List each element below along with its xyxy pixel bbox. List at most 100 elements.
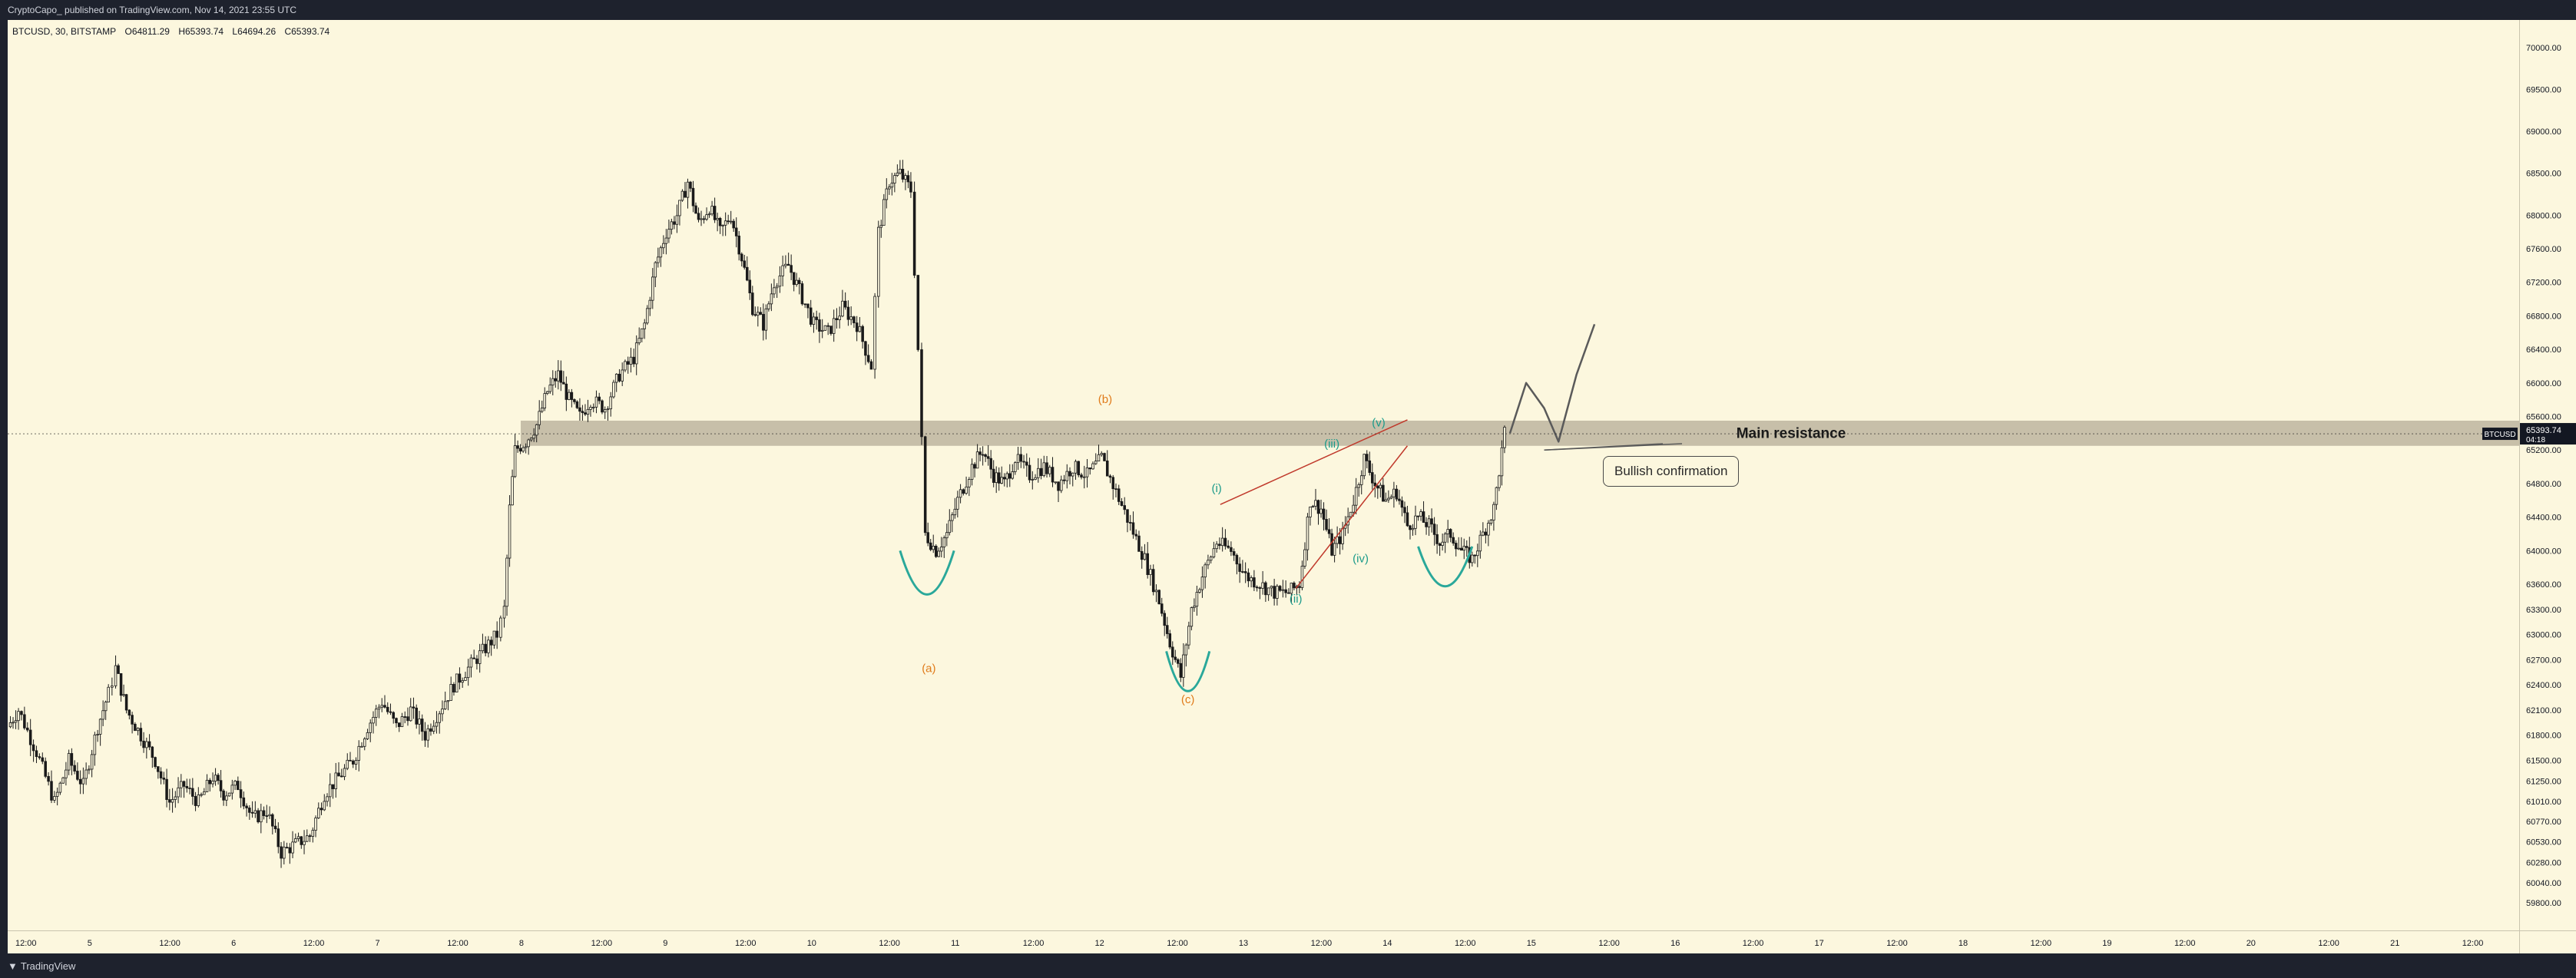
time-axis[interactable]: 12:00 5 12:00 6 12:00 7 12:00 8 12:00 9 12:00 10 12:… <box>8 930 2519 954</box>
candle-body <box>1482 531 1485 536</box>
candle-body <box>1011 471 1015 479</box>
price-tick-label: 68000.00 <box>2526 211 2561 220</box>
candle-body <box>651 276 654 301</box>
candle-body <box>759 312 763 315</box>
candle-body <box>670 221 674 230</box>
candle-body <box>770 293 773 305</box>
candle-body <box>145 741 148 748</box>
candle-body <box>1218 544 1221 547</box>
candle-body <box>584 412 587 415</box>
candle-body <box>997 472 1001 484</box>
price-axis[interactable]: 70000.00 69500.00 69000.00 68500.00 68000.00… <box>2519 20 2576 930</box>
candle-body <box>648 299 652 309</box>
candle-body <box>1341 527 1344 544</box>
candle-body <box>38 756 41 758</box>
candle-body <box>131 715 134 725</box>
candle-body <box>73 765 76 771</box>
candle-body <box>171 799 174 803</box>
candle-body <box>88 768 91 771</box>
candle-body <box>879 225 883 228</box>
candle-body <box>162 778 166 780</box>
candle-body <box>1352 504 1355 513</box>
candle-body <box>1000 477 1003 484</box>
candle-body <box>1266 587 1270 596</box>
candle-body <box>618 373 621 382</box>
candle-body <box>283 847 286 859</box>
candle-body <box>751 292 754 316</box>
candle-body <box>1255 586 1259 589</box>
candle-body <box>562 382 565 385</box>
price-tick-label: 61250.00 <box>2526 778 2561 787</box>
candle-body <box>684 190 687 198</box>
candle-body <box>838 316 841 320</box>
candle-body <box>1425 522 1428 527</box>
axis-corner[interactable] <box>2519 930 2576 954</box>
candle-body <box>1387 497 1390 501</box>
price-tick-label: 61010.00 <box>2526 798 2561 807</box>
candle-body <box>1489 520 1493 524</box>
price-chart[interactable]: Main resistance(a)(b)(c)(i)(ii)(iii)(iv)… <box>8 20 2519 930</box>
candle-body <box>1031 479 1035 481</box>
price-tick-label: 66400.00 <box>2526 345 2561 355</box>
candle-body <box>320 808 323 811</box>
candle-body <box>1184 644 1188 656</box>
chart-area[interactable]: Main resistance (a) (b) (c) (i) (ii) (iii) (iv)… <box>8 20 2519 930</box>
candle-body <box>1492 504 1495 520</box>
candle-body <box>360 745 363 748</box>
candle-body <box>1261 582 1264 589</box>
candle-body <box>885 188 889 200</box>
candle-body <box>1389 496 1393 499</box>
candle-body <box>697 213 700 220</box>
candle-body <box>334 772 338 789</box>
candle-body <box>1293 583 1296 589</box>
candle-body <box>1126 509 1129 523</box>
time-tick-label: 7 <box>376 939 380 948</box>
wave-label-i: (i) <box>1211 482 1221 495</box>
candle-body <box>262 810 266 816</box>
candle-body <box>1232 551 1236 556</box>
ohlc-legend: BTCUSD, 30, BITSTAMP O64811.29 H65393.74… <box>12 26 336 37</box>
candle-body <box>575 401 579 408</box>
candle-body <box>1177 659 1180 664</box>
candle-body <box>953 508 957 516</box>
candle-body <box>753 314 757 316</box>
candle-body <box>136 728 140 732</box>
candle-body <box>882 199 886 226</box>
tradingview-logo[interactable]: ▼ TradingView <box>8 960 75 972</box>
bullish-confirmation-callout[interactable]: Bullish confirmation <box>1603 456 1740 487</box>
candle-body <box>1014 462 1017 472</box>
candle-body <box>667 229 670 239</box>
candle-body <box>551 378 555 385</box>
candle-body <box>634 342 638 365</box>
candle-body <box>346 759 349 769</box>
candle-body <box>849 316 853 320</box>
candle-body <box>1068 471 1071 477</box>
candle-body <box>978 451 982 455</box>
candle-body <box>285 847 289 849</box>
candle-body <box>441 709 444 715</box>
candle-body <box>182 781 186 787</box>
candle-body <box>1457 547 1460 550</box>
cup-curve-right <box>1417 546 1474 588</box>
candle-body <box>965 486 968 494</box>
candle-body <box>1005 473 1009 480</box>
candle-body <box>899 168 902 173</box>
candle-body <box>1284 589 1287 593</box>
candle-body <box>873 296 876 370</box>
candle-body <box>521 447 525 452</box>
candle-body <box>1357 484 1360 488</box>
candle-body <box>1403 507 1406 514</box>
candle-body <box>1057 481 1060 491</box>
candle-body <box>1338 536 1342 544</box>
candle-body <box>406 716 409 722</box>
candle-body <box>1406 512 1409 527</box>
candle-body <box>415 707 418 725</box>
candle-body <box>815 316 818 320</box>
candle-body <box>1354 487 1358 506</box>
candle-body <box>589 407 592 410</box>
candle-body <box>104 702 108 712</box>
time-tick-label: 12:00 <box>303 939 325 948</box>
candle-body <box>1028 464 1031 481</box>
candle-body <box>1065 471 1069 481</box>
candle-body <box>369 722 372 733</box>
